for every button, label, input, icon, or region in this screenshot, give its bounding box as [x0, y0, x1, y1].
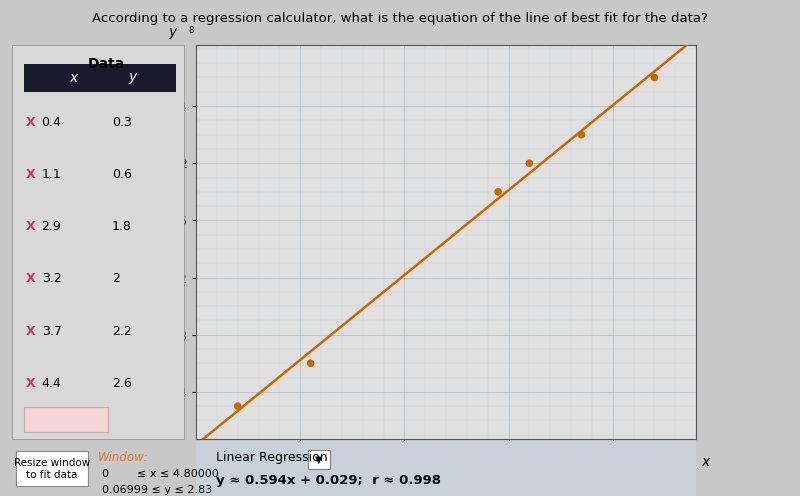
Point	[648, 73, 661, 81]
Text: y ≈ 0.594x + 0.029;  r ≈ 0.998: y ≈ 0.594x + 0.029; r ≈ 0.998	[216, 474, 441, 487]
Text: 0.4: 0.4	[42, 116, 62, 129]
Text: 0.3: 0.3	[112, 116, 132, 129]
Text: 2.6: 2.6	[112, 376, 132, 390]
Text: Resize window
to fit data: Resize window to fit data	[14, 458, 90, 480]
Text: $x$: $x$	[701, 455, 712, 469]
Text: 2.2: 2.2	[112, 324, 132, 338]
Text: According to a regression calculator, what is the equation of the line of best f: According to a regression calculator, wh…	[92, 12, 708, 25]
Text: 3.2: 3.2	[42, 272, 62, 286]
Text: 2: 2	[112, 272, 120, 286]
Text: $y$: $y$	[128, 70, 138, 86]
Text: $x$: $x$	[69, 71, 79, 85]
Text: 4.4: 4.4	[42, 376, 62, 390]
Text: 1.1: 1.1	[42, 168, 62, 182]
Text: X: X	[26, 116, 35, 129]
Text: $y$: $y$	[168, 26, 178, 41]
Point	[575, 130, 588, 138]
Text: 3.7: 3.7	[42, 324, 62, 338]
Text: Window:: Window:	[98, 451, 148, 464]
Text: Data: Data	[88, 57, 125, 71]
Point	[523, 159, 536, 167]
Text: Linear Regression: Linear Regression	[216, 451, 328, 464]
Text: ▼: ▼	[315, 454, 323, 464]
Point	[304, 359, 317, 367]
Text: 0        ≤ x ≤ 4.80000: 0 ≤ x ≤ 4.80000	[102, 469, 218, 479]
Text: 0.06999 ≤ y ≤ 2.83: 0.06999 ≤ y ≤ 2.83	[102, 485, 212, 495]
Text: X: X	[26, 324, 35, 338]
Text: X: X	[26, 220, 35, 234]
Text: 1.8: 1.8	[112, 220, 132, 234]
Text: 0.6: 0.6	[112, 168, 132, 182]
Text: 8: 8	[189, 26, 194, 35]
Text: X: X	[26, 272, 35, 286]
Text: X: X	[26, 376, 35, 390]
Text: X: X	[26, 168, 35, 182]
Point	[231, 402, 244, 410]
Point	[492, 188, 505, 196]
Text: 2.9: 2.9	[42, 220, 62, 234]
